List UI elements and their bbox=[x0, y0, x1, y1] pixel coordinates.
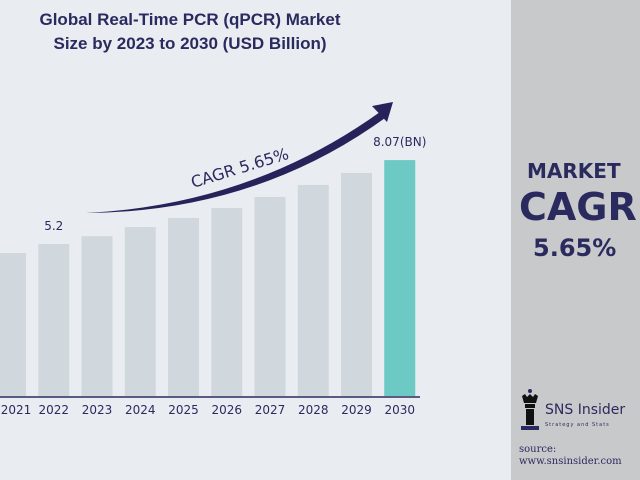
chart-title: Global Real-Time PCR (qPCR) Market Size b… bbox=[39, 10, 341, 53]
bar-2028 bbox=[297, 184, 329, 396]
x-tick-label: 2026 bbox=[211, 403, 242, 417]
bar-2030 bbox=[384, 160, 416, 396]
chess-rook-logo-icon bbox=[521, 389, 539, 430]
x-tick-label: 2024 bbox=[125, 403, 156, 417]
bar-2029 bbox=[341, 172, 372, 396]
x-tick-label: 2022 bbox=[38, 403, 69, 417]
x-tick-label: 2029 bbox=[341, 403, 372, 417]
x-tick-label: 2030 bbox=[384, 403, 415, 417]
x-tick-label: 2025 bbox=[168, 403, 199, 417]
cagr-label: CAGR bbox=[519, 185, 637, 229]
side-panel: MARKET CAGR 5.65% SNS Insider Strategy a… bbox=[511, 0, 640, 480]
x-tick-label: 2027 bbox=[255, 403, 286, 417]
bar-2027 bbox=[254, 196, 286, 396]
arrow-head-icon bbox=[372, 102, 393, 122]
cagr-value: 5.65% bbox=[533, 234, 617, 262]
source-text: source: www.snsinsider.com bbox=[519, 444, 622, 467]
bar-2022 bbox=[38, 244, 70, 396]
x-tick-label: 2021 bbox=[1, 403, 32, 417]
bar-2023 bbox=[81, 236, 113, 396]
data-label-2022: 5.2 bbox=[44, 219, 63, 233]
data-label-2030: 8.07(BN) bbox=[373, 135, 426, 149]
x-tick-label: 2028 bbox=[298, 403, 329, 417]
bar-chart: 2021 2022 5.2 2023 2024 2025 2026 2027 2028 2029 2… bbox=[0, 102, 426, 417]
bar-2025 bbox=[168, 217, 199, 396]
brand-tagline: Strategy and Stats bbox=[545, 422, 610, 428]
market-label: MARKET bbox=[527, 159, 621, 183]
x-tick-label: 2023 bbox=[82, 403, 113, 417]
brand-name: SNS Insider bbox=[545, 402, 626, 418]
bar-2024 bbox=[124, 227, 156, 396]
bar-2021 bbox=[0, 253, 26, 396]
bar-2026 bbox=[211, 208, 243, 396]
